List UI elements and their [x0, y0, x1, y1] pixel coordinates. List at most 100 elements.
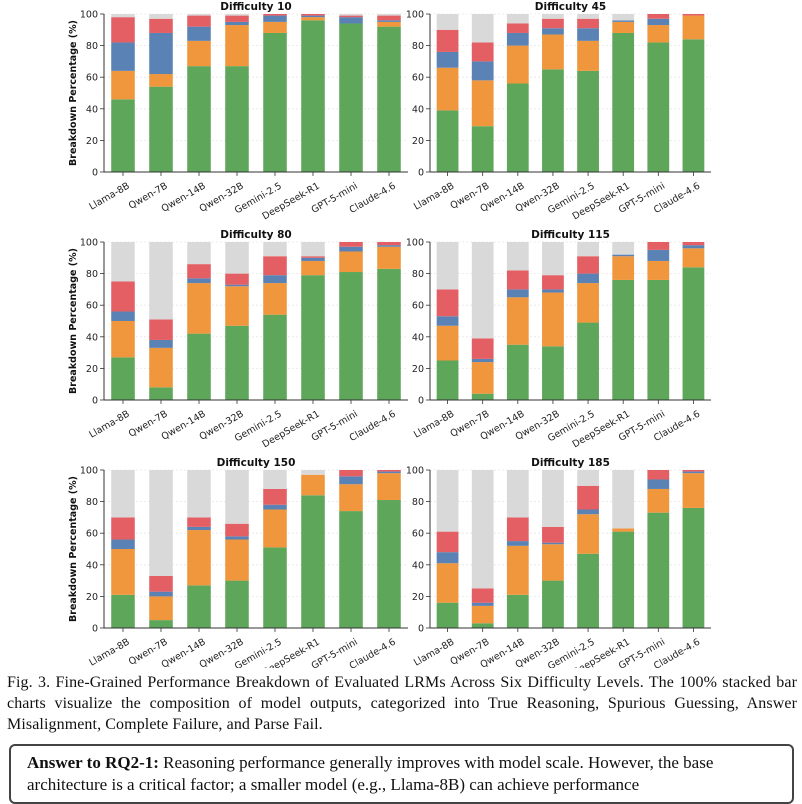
- bar-segment: [506, 45, 529, 84]
- bar-segment: [612, 242, 635, 255]
- bar-segment: [187, 14, 211, 16]
- bar-segment: [612, 528, 635, 532]
- bar-segment: [471, 358, 494, 363]
- bar-segment: [301, 20, 325, 172]
- bar-segment: [506, 545, 529, 595]
- bar-segment: [542, 69, 564, 172]
- bar-segment: [436, 14, 459, 30]
- y-tick-label: 60: [86, 73, 98, 84]
- bar-segment: [263, 504, 287, 510]
- y-tick-label: 40: [412, 104, 424, 115]
- bar-segment: [436, 325, 459, 361]
- answer-box: Answer to RQ2-1: Reasoning performance g…: [9, 744, 794, 804]
- y-tick-label: 80: [86, 497, 98, 508]
- y-tick-label: 40: [412, 560, 424, 571]
- bar-segment: [377, 268, 401, 400]
- bar-segment: [682, 39, 705, 172]
- bar-segment: [301, 495, 325, 628]
- bar-segment: [111, 242, 135, 282]
- bar-segment: [301, 17, 325, 21]
- bar-segment: [471, 588, 494, 603]
- bar-segment: [612, 32, 635, 173]
- bar-segment: [225, 284, 249, 287]
- bar-segment: [506, 470, 529, 518]
- bar-segment: [339, 14, 363, 16]
- bar-segment: [339, 511, 363, 628]
- bar-segment: [612, 20, 635, 22]
- y-tick-label: 0: [418, 168, 424, 179]
- bar-segment: [577, 273, 599, 284]
- y-tick-label: 60: [86, 529, 98, 540]
- bar-segment: [187, 66, 211, 172]
- bar-segment: [111, 517, 135, 540]
- bar-segment: [339, 272, 363, 400]
- bar-segment: [577, 553, 599, 628]
- bar-segment: [436, 470, 459, 532]
- bar-segment: [339, 15, 363, 18]
- chart-panel-1: Llama-8BQwen-7BQwen-14BQwen-32BGemini-2.…: [68, 1, 408, 222]
- chart-panel-5: Llama-8BQwen-7BQwen-14BQwen-32BGemini-2.…: [68, 457, 408, 668]
- bar-segment: [682, 267, 705, 400]
- y-axis-label: Breakdown Percentage (%): [68, 248, 79, 394]
- bar-segment: [542, 275, 564, 290]
- bar-segment: [377, 15, 401, 21]
- bar-segment: [377, 500, 401, 628]
- bar-segment: [471, 470, 494, 589]
- bar-segment: [436, 360, 459, 400]
- bar-segment: [149, 32, 173, 75]
- bar-segment: [225, 580, 249, 628]
- bar-segment: [225, 66, 249, 172]
- bar-segment: [647, 279, 670, 400]
- y-tick-label: 20: [86, 592, 98, 603]
- bar-segment: [506, 297, 529, 345]
- bar-segment: [506, 594, 529, 628]
- bar-segment: [263, 15, 287, 22]
- bar-segment: [471, 393, 494, 400]
- y-tick-label: 20: [412, 136, 424, 147]
- bar-segment: [577, 514, 599, 554]
- bar-segment: [187, 526, 211, 531]
- bar-segment: [187, 26, 211, 41]
- y-tick-label: 100: [406, 466, 424, 477]
- bar-segment: [377, 473, 401, 501]
- y-tick-label: 20: [86, 364, 98, 375]
- x-tick-label: Llama-8B: [87, 637, 131, 668]
- bar-segment: [577, 283, 599, 323]
- bar-segment: [339, 17, 363, 24]
- bar-segment: [436, 110, 459, 172]
- bar-segment: [149, 339, 173, 348]
- bar-segment: [225, 470, 249, 524]
- bar-segment: [612, 470, 635, 529]
- bar-segment: [542, 242, 564, 276]
- bar-segment: [187, 585, 211, 628]
- figure-caption: Fig. 3. Fine-Grained Performance Breakdo…: [7, 674, 797, 733]
- bar-segment: [577, 485, 599, 510]
- bar-segment: [377, 14, 401, 16]
- bar-segment: [301, 257, 325, 261]
- bar-segment: [612, 14, 635, 21]
- y-tick-label: 80: [86, 41, 98, 52]
- bar-segment: [471, 14, 494, 43]
- bar-segment: [263, 488, 287, 505]
- bar-segment: [436, 242, 459, 290]
- bar-segment: [263, 314, 287, 400]
- bar-segment: [377, 470, 401, 472]
- bar-segment: [542, 526, 564, 543]
- bar-segment: [542, 346, 564, 400]
- bar-segment: [647, 42, 670, 172]
- bar-segment: [301, 470, 325, 475]
- bar-segment: [263, 547, 287, 628]
- bar-segment: [149, 575, 173, 592]
- chart-title: Difficulty 115: [531, 229, 610, 241]
- bar-segment: [149, 242, 173, 320]
- bar-segment: [682, 471, 705, 474]
- bar-segment: [647, 18, 670, 26]
- chart-title: Difficulty 80: [220, 229, 291, 241]
- y-tick-label: 60: [86, 301, 98, 312]
- bar-segment: [263, 275, 287, 284]
- y-tick-label: 80: [412, 41, 424, 52]
- y-tick-label: 20: [86, 136, 98, 147]
- bar-segment: [542, 14, 564, 19]
- bar-segment: [436, 563, 459, 603]
- chart-title: Difficulty 150: [217, 457, 296, 469]
